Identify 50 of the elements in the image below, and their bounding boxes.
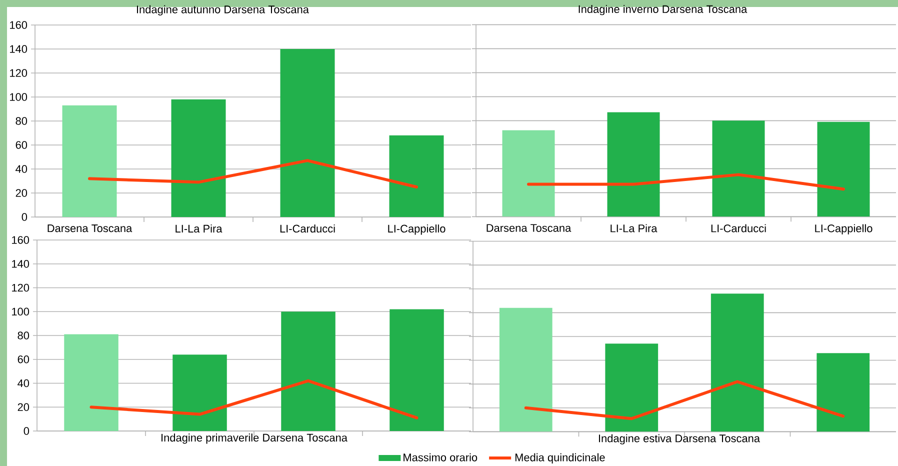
bar	[712, 120, 765, 217]
y-tick-label: 140	[12, 260, 30, 268]
y-tick-label: 120	[10, 69, 28, 77]
bar	[710, 294, 764, 432]
x-tick-label: LI-Cappiello	[388, 224, 446, 235]
line-series	[88, 159, 418, 188]
y-tick-label: 0	[22, 213, 28, 221]
bar	[390, 309, 444, 431]
bar	[281, 312, 336, 431]
y-tick-label: 100	[10, 93, 28, 101]
bar	[389, 135, 444, 217]
chart-title: Indagine autunno Darsena Toscana	[136, 5, 309, 16]
x-tick-label: Darsena Toscana	[486, 224, 572, 232]
legend-label: Massimo orario	[404, 453, 478, 462]
x-tick-label: LI-La Pira	[176, 224, 222, 233]
y-tick-label: 60	[16, 141, 28, 149]
bar	[817, 122, 870, 217]
legend-label: Media quindicinale	[515, 453, 605, 464]
y-tick-label: 40	[16, 165, 28, 173]
bar	[171, 99, 226, 217]
x-tick-label: LI-Carducci	[711, 224, 766, 232]
y-tick-label: 60	[18, 355, 30, 364]
x-tick-label: LI-Carducci	[280, 224, 335, 233]
text: Indagine estiva Darsena Toscana	[599, 434, 760, 444]
x-tick-label: LI-Cappiello	[815, 224, 872, 234]
bar	[499, 308, 552, 432]
y-tick-label: 40	[18, 379, 30, 388]
bar	[502, 130, 555, 217]
y-tick-label: 160	[10, 21, 28, 29]
line-series	[90, 379, 418, 420]
y-tick-label: 20	[18, 403, 30, 411]
chart-title: Indagine inverno Darsena Toscana	[578, 4, 748, 16]
bar	[280, 48, 335, 217]
bar	[607, 112, 660, 217]
y-tick-label: 0	[24, 427, 30, 435]
x-tick-label: LI-La Pira	[610, 224, 658, 232]
y-tick-label: 80	[16, 117, 28, 125]
x-tick-label: Darsena Toscana	[48, 224, 132, 232]
text: Indagine primaverile Darsena Toscana	[162, 434, 348, 444]
y-tick-label: 140	[10, 45, 28, 53]
bar	[172, 354, 227, 431]
y-tick-label: 20	[16, 189, 28, 197]
bar	[62, 105, 117, 217]
bar	[816, 353, 870, 432]
y-tick-label: 100	[12, 308, 30, 316]
y-tick-label: 120	[12, 284, 30, 292]
y-tick-label: 160	[12, 236, 30, 244]
bar	[64, 334, 118, 431]
bar	[605, 344, 658, 432]
y-tick-label: 80	[18, 332, 30, 340]
